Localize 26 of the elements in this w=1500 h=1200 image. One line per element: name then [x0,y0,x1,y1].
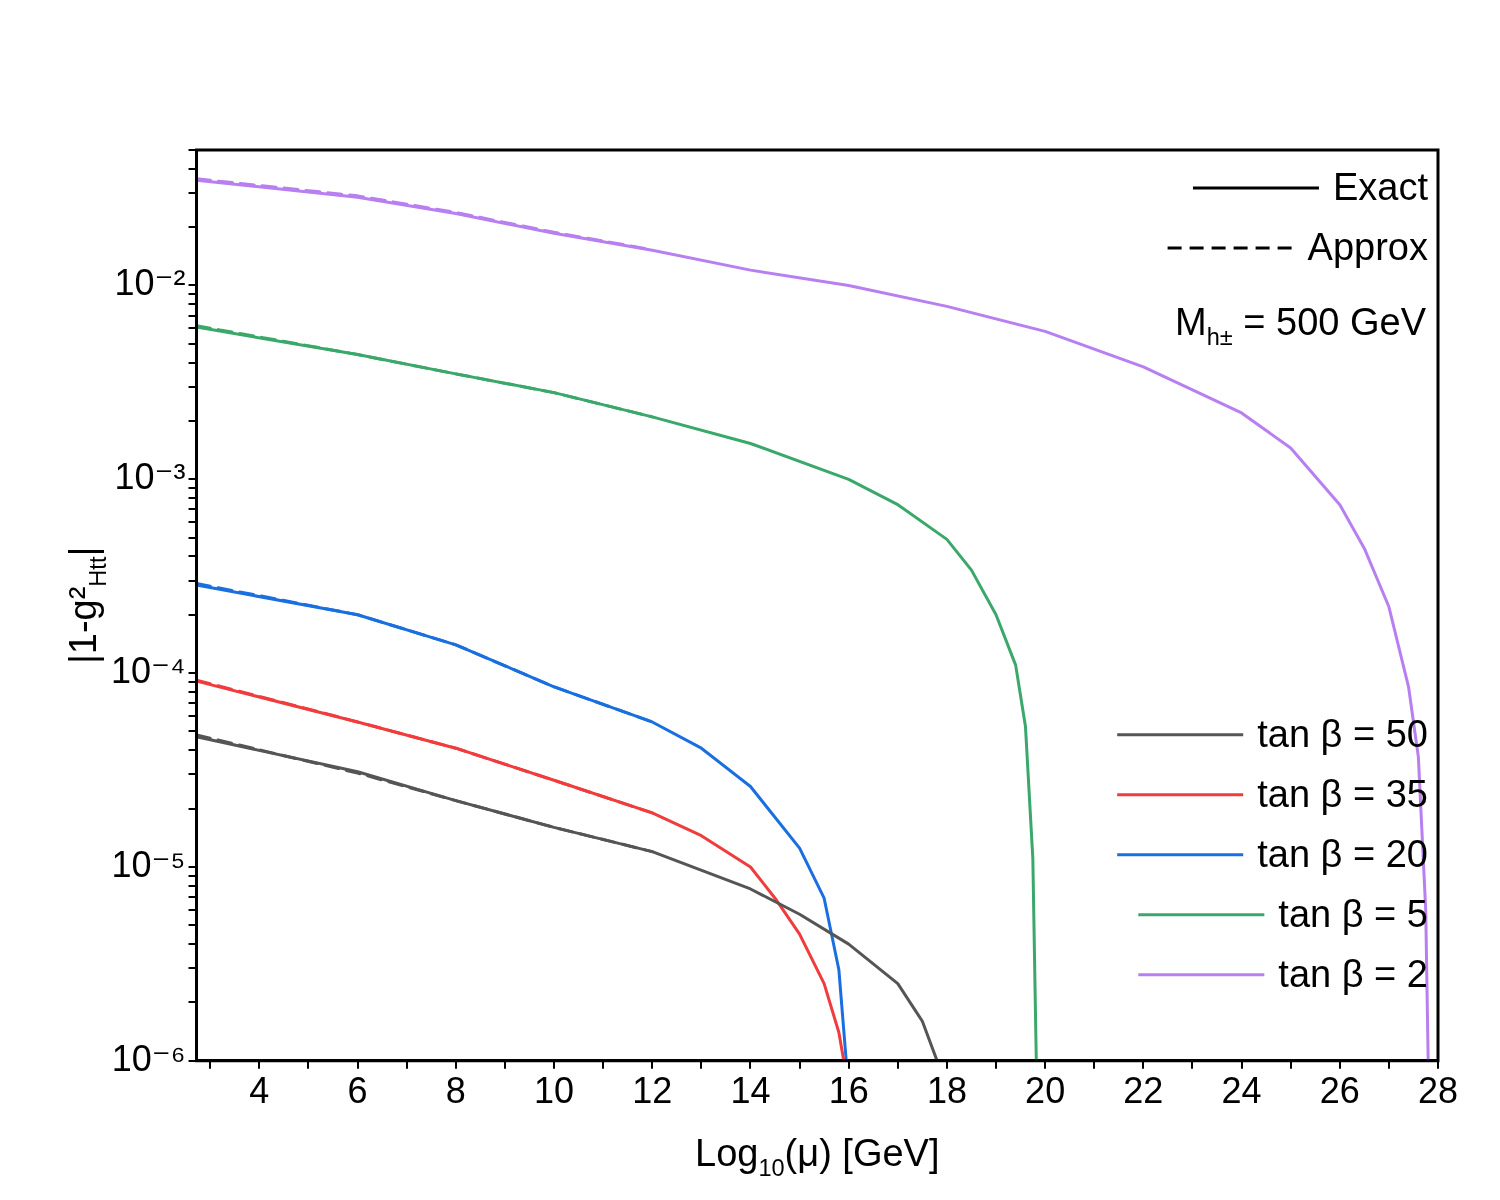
x-tick-label: 16 [828,1070,869,1112]
legend-label: Exact [1332,166,1429,209]
x-tick-label: 8 [445,1070,466,1112]
x-tick-label: 14 [730,1070,771,1112]
y-tick-label: 10⁻⁴ [111,650,186,692]
y-tick-label: 10⁻⁶ [111,1037,186,1079]
x-tick-label: 22 [1123,1070,1164,1112]
legend-label: tan β = 5 [1278,893,1429,936]
y-axis-title: |1-g²Htt| [62,546,111,665]
y-tick-label: 10⁻³ [114,456,186,498]
x-tick-label: 18 [926,1070,967,1112]
x-tick-label: 28 [1417,1070,1459,1112]
x-tick-label: 10 [534,1070,575,1112]
x-tick-label: 24 [1221,1070,1262,1112]
x-tick-label: 12 [632,1070,673,1112]
legend-label: tan β = 20 [1257,833,1429,876]
legend-label: tan β = 50 [1257,713,1429,756]
legend-label: tan β = 2 [1278,953,1429,996]
legend-label: Approx [1307,226,1428,269]
y-tick-label: 10⁻⁵ [111,843,186,885]
x-tick-label: 26 [1319,1070,1360,1112]
x-tick-label: 20 [1025,1070,1066,1112]
legend-label: tan β = 35 [1257,773,1429,816]
x-tick-label: 6 [347,1070,368,1112]
y-tick-label: 10⁻² [114,262,186,304]
x-tick-label: 4 [249,1070,270,1112]
